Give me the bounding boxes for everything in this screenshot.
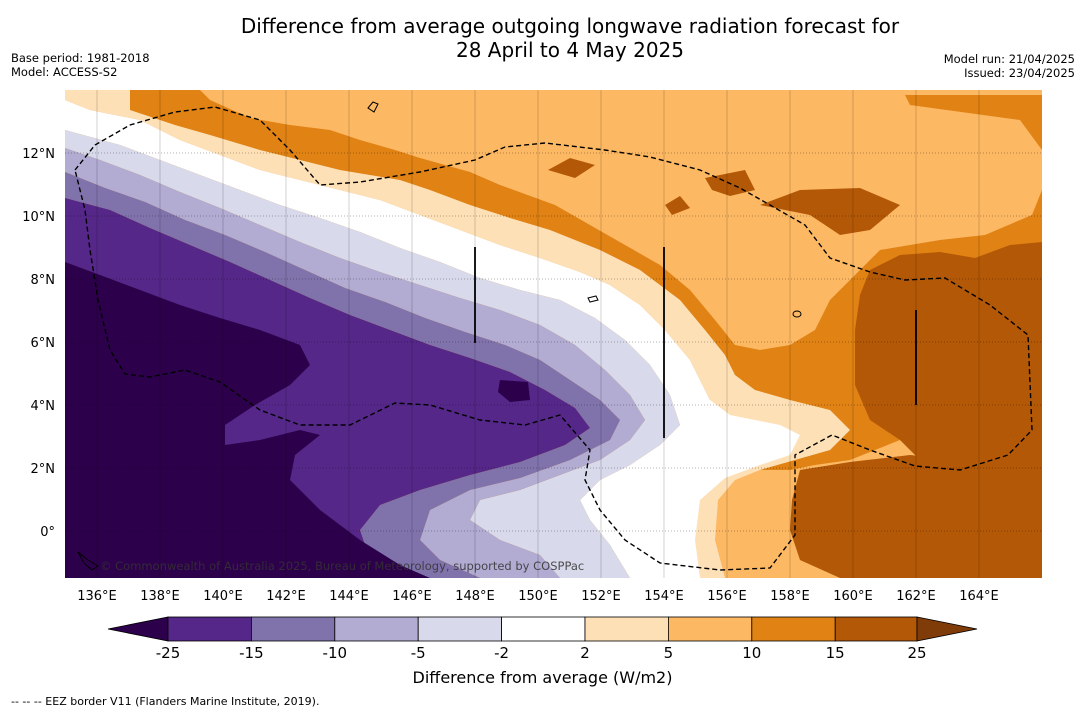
colorbar-swatch xyxy=(834,616,918,642)
colorbar-tick: 25 xyxy=(907,644,926,662)
footnote: -- -- -- EEZ border V11 (Flanders Marine… xyxy=(11,695,320,708)
colorbar-swatch xyxy=(334,616,419,642)
model-run: Model run: 21/04/2025 xyxy=(943,52,1075,66)
lon-tick: 152°E xyxy=(581,589,621,604)
colorbar xyxy=(107,616,978,642)
model-name: Model: ACCESS-S2 xyxy=(11,65,118,79)
lat-tick: 6°N xyxy=(31,336,56,351)
title-line-1: Difference from average outgoing longwav… xyxy=(240,14,900,38)
lon-tick: 144°E xyxy=(329,589,369,604)
lon-tick: 138°E xyxy=(140,589,180,604)
lon-tick: 136°E xyxy=(77,589,117,604)
colorbar-arrow-high xyxy=(916,616,978,642)
colorbar-tick: 15 xyxy=(826,644,845,662)
lat-tick: 2°N xyxy=(31,462,56,477)
lon-tick: 146°E xyxy=(392,589,432,604)
lon-tick: 140°E xyxy=(203,589,243,604)
lat-tick: 4°N xyxy=(31,399,56,414)
island-chuuk xyxy=(587,295,599,303)
colorbar-swatch xyxy=(668,616,753,642)
map-title: Difference from average outgoing longwav… xyxy=(0,14,1085,62)
band-15-25-north4 xyxy=(665,196,690,215)
lon-tick: 162°E xyxy=(896,589,936,604)
colorbar-arrow-low xyxy=(107,616,169,642)
colorbar-tick: -25 xyxy=(156,644,181,662)
base-period: Base period: 1981-2018 xyxy=(11,51,150,65)
lon-tick: 150°E xyxy=(518,589,558,604)
island-west xyxy=(77,551,99,571)
issued-date: Issued: 23/04/2025 xyxy=(964,66,1075,80)
band-neutral xyxy=(65,100,800,578)
island-pohnpei xyxy=(792,310,802,318)
band-15-25-north1 xyxy=(760,188,900,235)
colorbar-tick: -5 xyxy=(411,644,426,662)
lat-grid xyxy=(65,152,1042,532)
lon-tick: 156°E xyxy=(707,589,747,604)
colorbar-tick: -15 xyxy=(239,644,264,662)
colorbar-tick: -10 xyxy=(323,644,348,662)
eez-border xyxy=(74,106,1033,571)
meta-right: Model run: 21/04/2025 Issued: 23/04/2025 xyxy=(944,52,1075,80)
credit-text: © Commonwealth of Australia 2025, Bureau… xyxy=(100,559,584,573)
lon-tick: 154°E xyxy=(644,589,684,604)
lon-tick: 158°E xyxy=(770,589,810,604)
lat-tick: 8°N xyxy=(31,273,56,288)
colorbar-swatch xyxy=(584,616,669,642)
islands xyxy=(77,101,802,571)
colorbar-tick: 2 xyxy=(580,644,590,662)
colorbar-tick: 10 xyxy=(742,644,761,662)
lon-tick: 142°E xyxy=(266,589,306,604)
boundary-segments xyxy=(474,247,917,438)
map-panel: © Commonwealth of Australia 2025, Bureau… xyxy=(65,90,1042,578)
colorbar-swatch xyxy=(417,616,503,642)
colorbar-swatch xyxy=(167,616,252,642)
colorbar-swatch xyxy=(250,616,336,642)
title-line-2: 28 April to 4 May 2025 xyxy=(456,38,684,62)
lon-tick: 160°E xyxy=(833,589,873,604)
lat-tick: 10°N xyxy=(22,210,55,225)
colorbar-tick: -2 xyxy=(494,644,509,662)
band-below-25-patch xyxy=(498,380,530,402)
lat-tick: 12°N xyxy=(22,147,55,162)
band-minus10-15 xyxy=(65,172,620,578)
colorbar-title: Difference from average (W/m2) xyxy=(412,668,673,687)
band-below-25 xyxy=(65,262,430,578)
colorbar-swatch xyxy=(751,616,836,642)
island-guam xyxy=(367,101,379,113)
colorbar-labels: -25 -15 -10 -5 -2 2 5 10 15 25 xyxy=(156,644,927,662)
band-15-25-east xyxy=(790,242,1042,578)
lat-tick: 0° xyxy=(40,525,55,540)
lon-tick: 164°E xyxy=(959,589,999,604)
lon-tick: 148°E xyxy=(455,589,495,604)
band-15-25-north2 xyxy=(548,158,595,178)
colorbar-swatch xyxy=(501,616,586,642)
lat-ticks: 12°N 10°N 8°N 6°N 4°N 2°N 0° xyxy=(22,147,55,540)
band-minus5-10 xyxy=(65,148,645,578)
meta-left: Base period: 1981-2018 Model: ACCESS-S2 xyxy=(11,51,150,79)
colorbar-tick: 5 xyxy=(664,644,674,662)
lon-ticks: 136°E 138°E 140°E 142°E 144°E 146°E 148°… xyxy=(77,589,999,604)
